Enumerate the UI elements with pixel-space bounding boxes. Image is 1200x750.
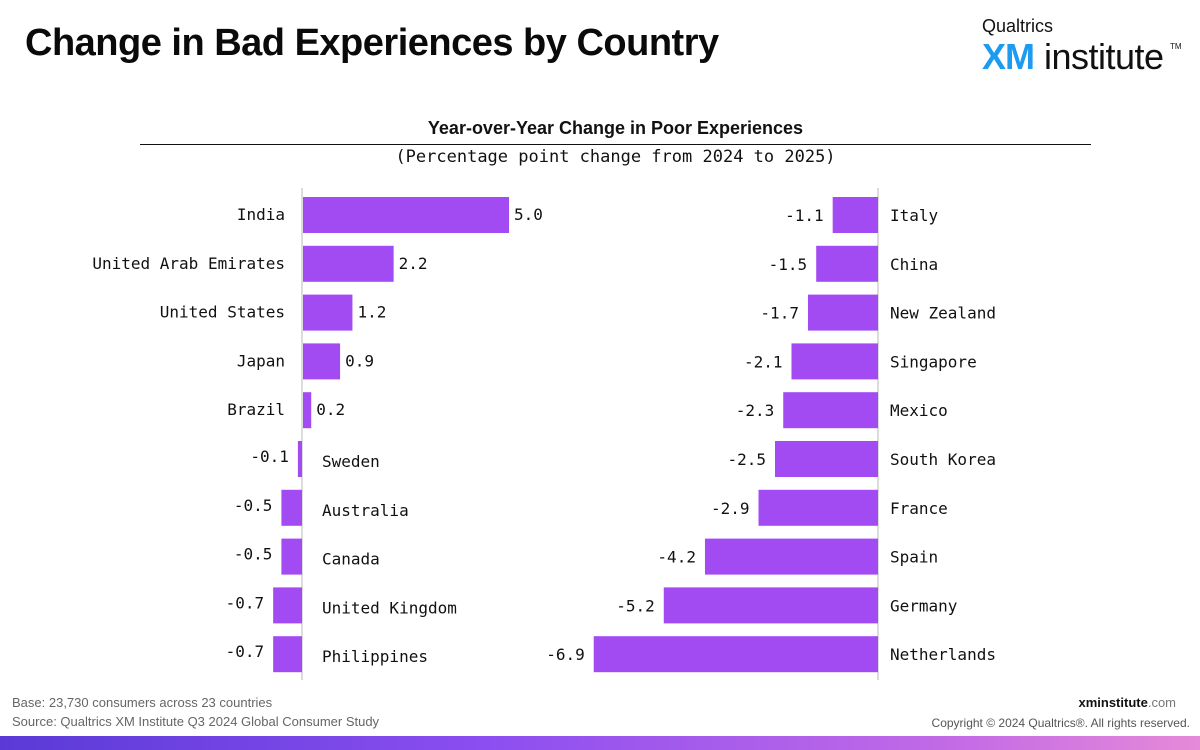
chart-title-divider (140, 144, 1091, 145)
chart-title: Year-over-Year Change in Poor Experience… (427, 118, 804, 138)
footer-site-link[interactable]: xminstitute.com (1078, 695, 1176, 710)
data-label: 0.2 (316, 400, 345, 419)
footer-base-note: Base: 23,730 consumers across 23 countri… (12, 695, 273, 710)
chart-subtitle: (Percentage point change from 2024 to 20… (395, 147, 836, 167)
bar-netherlands (593, 636, 878, 673)
footer-copyright: Copyright © 2024 Qualtrics®. All rights … (931, 716, 1190, 730)
bar-united-kingdom (273, 587, 302, 624)
category-label: Spain (890, 548, 938, 567)
footer-site-name: xminstitute (1078, 695, 1148, 710)
bar-south-korea (775, 441, 878, 477)
data-label: -1.5 (769, 255, 808, 274)
bar-france (758, 489, 878, 526)
bar-united-arab-emirates (303, 245, 394, 282)
data-label: -6.9 (546, 645, 585, 664)
bar-philippines (273, 636, 302, 673)
data-label: -2.5 (727, 450, 766, 469)
category-label: New Zealand (890, 304, 996, 323)
data-label: -2.1 (744, 352, 783, 371)
data-label: -0.5 (234, 545, 273, 564)
bottom-gradient-bar (0, 736, 1200, 750)
category-label: Germany (890, 596, 958, 615)
bar-united-states (303, 294, 353, 331)
data-label: -0.1 (250, 447, 289, 466)
category-label: Mexico (890, 401, 948, 420)
footer-source-note: Source: Qualtrics XM Institute Q3 2024 G… (12, 714, 380, 729)
category-label: Netherlands (890, 645, 996, 664)
bar-canada (281, 538, 302, 575)
data-label: -0.7 (226, 642, 265, 661)
category-label: Sweden (322, 452, 380, 471)
category-label: South Korea (890, 450, 996, 469)
bar-japan (303, 343, 341, 380)
category-label: Australia (322, 501, 409, 520)
data-label: -1.1 (785, 206, 824, 225)
logo-trademark: TM (1170, 42, 1182, 51)
bar-china (816, 245, 878, 282)
category-label: Japan (237, 351, 285, 370)
logo-institute-text: institute (1044, 36, 1164, 77)
data-label: -2.3 (736, 401, 775, 420)
xm-institute-logo: Qualtrics XM institute TM (982, 16, 1182, 77)
bar-new-zealand (807, 294, 878, 331)
page-title: Change in Bad Experiences by Country (25, 22, 719, 64)
bar-sweden (297, 441, 302, 477)
category-label: United States (160, 303, 285, 322)
data-label: 5.0 (514, 205, 543, 224)
logo-qualtrics-text: Qualtrics (982, 16, 1054, 36)
category-label: United Arab Emirates (92, 254, 285, 273)
data-label: 1.2 (357, 303, 386, 322)
bar-mexico (783, 392, 878, 429)
category-label: France (890, 499, 948, 518)
bar-spain (704, 538, 878, 575)
bar-italy (832, 197, 878, 233)
category-label: Singapore (890, 352, 977, 371)
bar-singapore (791, 343, 878, 380)
category-label: Philippines (322, 647, 428, 666)
bar-germany (663, 587, 878, 624)
category-label: China (890, 255, 938, 274)
category-label: Italy (890, 206, 939, 225)
bar-brazil (303, 392, 312, 429)
bar-india (303, 197, 509, 233)
category-label: India (237, 205, 285, 224)
category-label: Brazil (227, 400, 285, 419)
data-label: -0.5 (234, 496, 273, 515)
data-label: -2.9 (711, 499, 750, 518)
footer-site-tld: .com (1147, 695, 1176, 710)
data-label: 2.2 (399, 254, 428, 273)
data-label: -0.7 (226, 593, 265, 612)
data-label: -1.7 (760, 304, 799, 323)
data-label: -4.2 (657, 548, 696, 567)
data-label: 0.9 (345, 351, 374, 370)
category-label: United Kingdom (322, 598, 457, 617)
category-label: Canada (322, 550, 380, 569)
bar-australia (281, 489, 302, 526)
data-label: -5.2 (616, 596, 655, 615)
logo-xm-text: XM (982, 36, 1035, 77)
